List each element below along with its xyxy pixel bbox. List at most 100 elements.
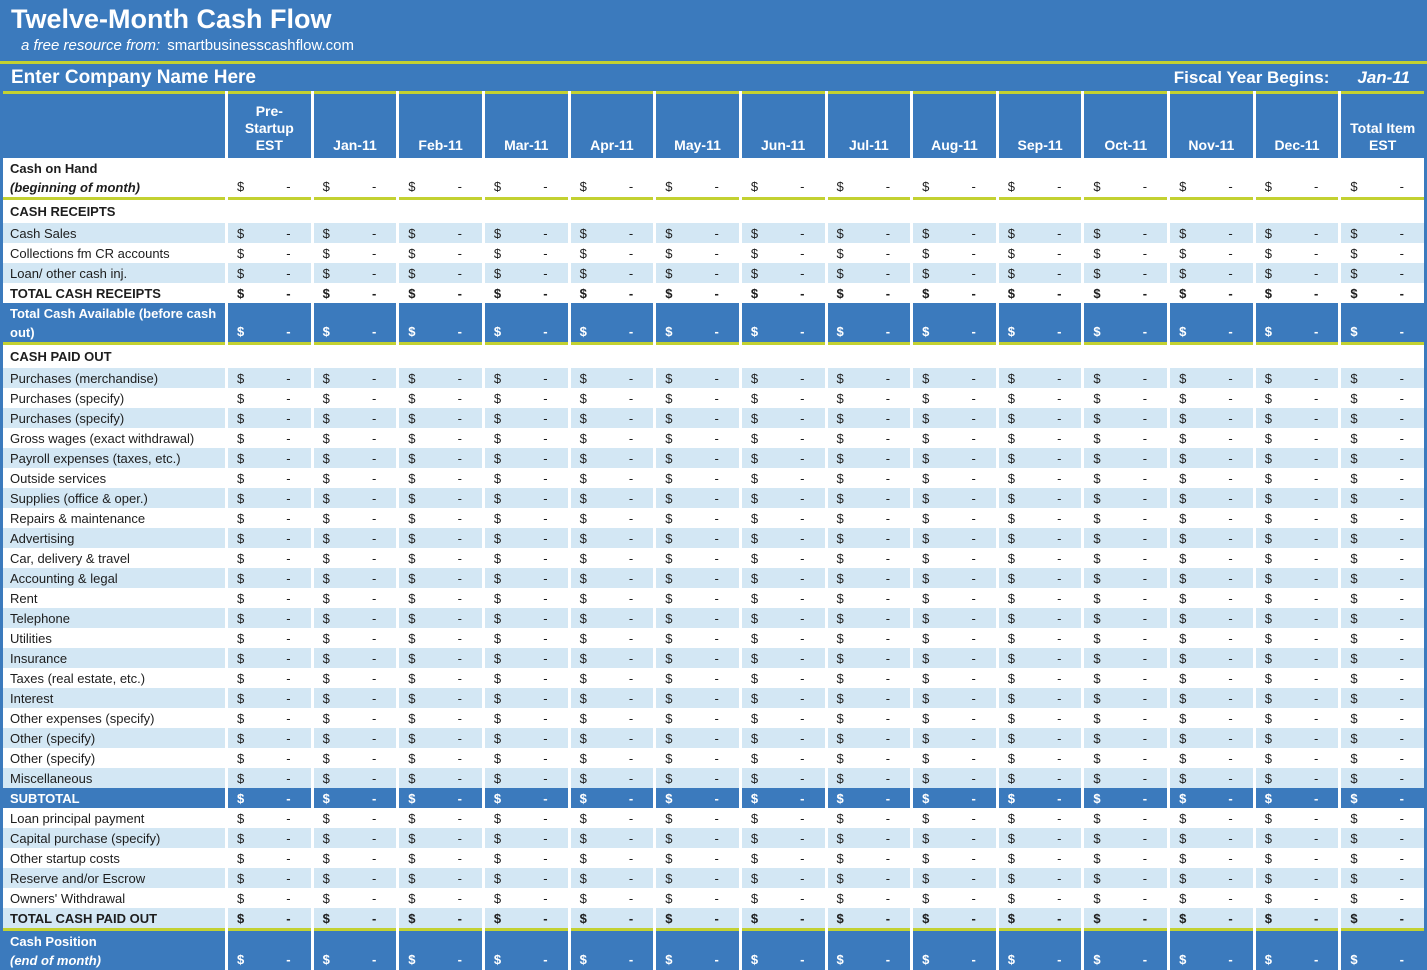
cash-cell-aug-11-miscellaneous[interactable]: $ - xyxy=(913,768,996,788)
cash-cell-oct-11-advertising[interactable]: $ - xyxy=(1084,528,1168,548)
row-label-cell[interactable]: Other startup costs xyxy=(3,848,225,868)
cash-cell-apr-11-collections-fm-cr-accounts[interactable]: $ - xyxy=(570,243,654,263)
cash-cell-aug-11-total-cash-receipts[interactable]: $ - xyxy=(913,283,996,303)
cash-cell-pre-startup-est-other-specify[interactable]: $ - xyxy=(228,728,311,748)
cash-cell-aug-11-loan-other-cash-inj[interactable]: $ - xyxy=(913,263,996,283)
cash-cell-mar-11-supplies-office-oper[interactable]: $ - xyxy=(484,488,568,508)
cash-cell-oct-11-accounting-legal[interactable]: $ - xyxy=(1084,568,1168,588)
cash-cell-total-item-est-owners-withdrawal[interactable]: $ - xyxy=(1341,888,1424,908)
cash-cell-pre-startup-est-other-specify[interactable]: $ - xyxy=(228,748,311,768)
row-label-cell[interactable]: Supplies (office & oper.) xyxy=(3,488,225,508)
cash-cell-aug-11-purchases-specify[interactable]: $ - xyxy=(913,408,996,428)
cash-cell-pre-startup-est-cash-on-hand[interactable]: $ - xyxy=(228,158,311,200)
cash-cell-total-item-est-loan-principal-payment[interactable]: $ - xyxy=(1341,808,1424,828)
cash-cell-feb-11-other-specify[interactable]: $ - xyxy=(399,728,482,748)
cash-cell-apr-11-miscellaneous[interactable]: $ - xyxy=(570,768,654,788)
cash-cell-sep-11-other-startup-costs[interactable]: $ - xyxy=(998,848,1082,868)
cash-cell-mar-11-utilities[interactable]: $ - xyxy=(484,628,568,648)
cash-cell-dec-11-total-cash-receipts[interactable]: $ - xyxy=(1255,283,1339,303)
cash-cell-jan-11-other-startup-costs[interactable]: $ - xyxy=(313,848,397,868)
cash-cell-dec-11-cash-on-hand[interactable]: $ - xyxy=(1255,158,1339,200)
row-label-cell[interactable]: Capital purchase (specify) xyxy=(3,828,225,848)
cash-cell-feb-11-insurance[interactable]: $ - xyxy=(399,648,482,668)
cash-cell-total-item-est-supplies-office-oper[interactable]: $ - xyxy=(1341,488,1424,508)
cash-cell-dec-11-advertising[interactable]: $ - xyxy=(1255,528,1339,548)
row-label-cell[interactable]: Other expenses (specify) xyxy=(3,708,225,728)
cash-cell-jan-11-payroll-expenses-taxes-etc[interactable]: $ - xyxy=(313,448,397,468)
cash-cell-jan-11-rent[interactable]: $ - xyxy=(313,588,397,608)
cash-cell-sep-11-insurance[interactable]: $ - xyxy=(998,648,1082,668)
cash-cell-apr-11-subtotal[interactable]: $ - xyxy=(570,788,654,808)
cash-cell-pre-startup-est-purchases-specify[interactable]: $ - xyxy=(228,408,311,428)
cash-cell-may-11-total-cash-available-before-cash-out[interactable]: $ - xyxy=(656,303,739,345)
cash-cell-jun-11-insurance[interactable]: $ - xyxy=(741,648,825,668)
cash-cell-mar-11-owners-withdrawal[interactable]: $ - xyxy=(484,888,568,908)
cash-cell-pre-startup-est-total-cash-paid-out[interactable]: $ - xyxy=(228,908,311,931)
cash-cell-mar-11-telephone[interactable]: $ - xyxy=(484,608,568,628)
cash-cell-total-item-est-total-cash-available-before-cash-out[interactable]: $ - xyxy=(1341,303,1424,345)
cash-cell-may-11-reserve-and-or-escrow[interactable]: $ - xyxy=(656,868,739,888)
cash-cell-jun-11-gross-wages-exact-withdrawal[interactable]: $ - xyxy=(741,428,825,448)
cash-cell-jul-11-outside-services[interactable]: $ - xyxy=(827,468,911,488)
cash-cell-mar-11-rent[interactable]: $ - xyxy=(484,588,568,608)
cash-cell-aug-11-owners-withdrawal[interactable]: $ - xyxy=(913,888,996,908)
cash-cell-feb-11-loan-principal-payment[interactable]: $ - xyxy=(399,808,482,828)
cash-cell-may-11-cash-on-hand[interactable]: $ - xyxy=(656,158,739,200)
cash-cell-nov-11-car-delivery-travel[interactable]: $ - xyxy=(1170,548,1253,568)
cash-cell-jul-11-supplies-office-oper[interactable]: $ - xyxy=(827,488,911,508)
cash-cell-aug-11-loan-principal-payment[interactable]: $ - xyxy=(913,808,996,828)
cash-cell-jul-11-utilities[interactable]: $ - xyxy=(827,628,911,648)
cash-cell-jul-11-other-specify[interactable]: $ - xyxy=(827,748,911,768)
cash-cell-feb-11-other-startup-costs[interactable]: $ - xyxy=(399,848,482,868)
column-header-jul-11[interactable]: Jul-11 xyxy=(827,91,911,158)
row-label-cell[interactable]: Car, delivery & travel xyxy=(3,548,225,568)
row-label-cell[interactable]: Miscellaneous xyxy=(3,768,225,788)
cash-cell-pre-startup-est-accounting-legal[interactable]: $ - xyxy=(228,568,311,588)
cash-cell-dec-11-other-startup-costs[interactable]: $ - xyxy=(1255,848,1339,868)
cash-cell-jul-11-taxes-real-estate-etc[interactable]: $ - xyxy=(827,668,911,688)
cash-cell-dec-11-repairs-maintenance[interactable]: $ - xyxy=(1255,508,1339,528)
cash-cell-nov-11-advertising[interactable]: $ - xyxy=(1170,528,1253,548)
cash-cell-sep-11-cash-on-hand[interactable]: $ - xyxy=(998,158,1082,200)
cash-cell-feb-11-other-specify[interactable]: $ - xyxy=(399,748,482,768)
cash-cell-nov-11-subtotal[interactable]: $ - xyxy=(1170,788,1253,808)
cash-cell-jun-11-telephone[interactable]: $ - xyxy=(741,608,825,628)
cash-cell-jan-11-other-specify[interactable]: $ - xyxy=(313,748,397,768)
cash-cell-total-item-est-purchases-merchandise[interactable]: $ - xyxy=(1341,368,1424,388)
cash-cell-aug-11-other-specify[interactable]: $ - xyxy=(913,748,996,768)
cash-cell-dec-11-reserve-and-or-escrow[interactable]: $ - xyxy=(1255,868,1339,888)
cash-cell-mar-11-total-cash-receipts[interactable]: $ - xyxy=(484,283,568,303)
cash-cell-may-11-interest[interactable]: $ - xyxy=(656,688,739,708)
cash-cell-oct-11-miscellaneous[interactable]: $ - xyxy=(1084,768,1168,788)
cash-cell-pre-startup-est-taxes-real-estate-etc[interactable]: $ - xyxy=(228,668,311,688)
cash-cell-mar-11-gross-wages-exact-withdrawal[interactable]: $ - xyxy=(484,428,568,448)
cash-cell-sep-11-purchases-specify[interactable]: $ - xyxy=(998,408,1082,428)
cash-cell-jul-11-owners-withdrawal[interactable]: $ - xyxy=(827,888,911,908)
cash-cell-feb-11-gross-wages-exact-withdrawal[interactable]: $ - xyxy=(399,428,482,448)
cash-cell-oct-11-rent[interactable]: $ - xyxy=(1084,588,1168,608)
cash-cell-nov-11-gross-wages-exact-withdrawal[interactable]: $ - xyxy=(1170,428,1253,448)
cash-cell-mar-11-insurance[interactable]: $ - xyxy=(484,648,568,668)
cash-cell-total-item-est-repairs-maintenance[interactable]: $ - xyxy=(1341,508,1424,528)
cash-cell-may-11-rent[interactable]: $ - xyxy=(656,588,739,608)
cash-cell-may-11-purchases-specify[interactable]: $ - xyxy=(656,408,739,428)
cash-cell-dec-11-telephone[interactable]: $ - xyxy=(1255,608,1339,628)
cash-cell-dec-11-collections-fm-cr-accounts[interactable]: $ - xyxy=(1255,243,1339,263)
cash-cell-jul-11-insurance[interactable]: $ - xyxy=(827,648,911,668)
cash-cell-dec-11-rent[interactable]: $ - xyxy=(1255,588,1339,608)
row-label-cell[interactable]: Repairs & maintenance xyxy=(3,508,225,528)
cash-cell-feb-11-total-cash-paid-out[interactable]: $ - xyxy=(399,908,482,931)
cash-cell-dec-11-accounting-legal[interactable]: $ - xyxy=(1255,568,1339,588)
cash-cell-jan-11-car-delivery-travel[interactable]: $ - xyxy=(313,548,397,568)
column-header-jun-11[interactable]: Jun-11 xyxy=(741,91,825,158)
cash-cell-pre-startup-est-reserve-and-or-escrow[interactable]: $ - xyxy=(228,868,311,888)
cash-cell-feb-11-collections-fm-cr-accounts[interactable]: $ - xyxy=(399,243,482,263)
cash-cell-sep-11-cash-sales[interactable]: $ - xyxy=(998,223,1082,243)
cash-cell-jul-11-telephone[interactable]: $ - xyxy=(827,608,911,628)
cash-cell-apr-11-accounting-legal[interactable]: $ - xyxy=(570,568,654,588)
column-header-aug-11[interactable]: Aug-11 xyxy=(913,91,996,158)
cash-cell-aug-11-other-specify[interactable]: $ - xyxy=(913,728,996,748)
cash-cell-oct-11-purchases-specify[interactable]: $ - xyxy=(1084,408,1168,428)
cash-cell-jan-11-taxes-real-estate-etc[interactable]: $ - xyxy=(313,668,397,688)
cash-cell-oct-11-purchases-merchandise[interactable]: $ - xyxy=(1084,368,1168,388)
